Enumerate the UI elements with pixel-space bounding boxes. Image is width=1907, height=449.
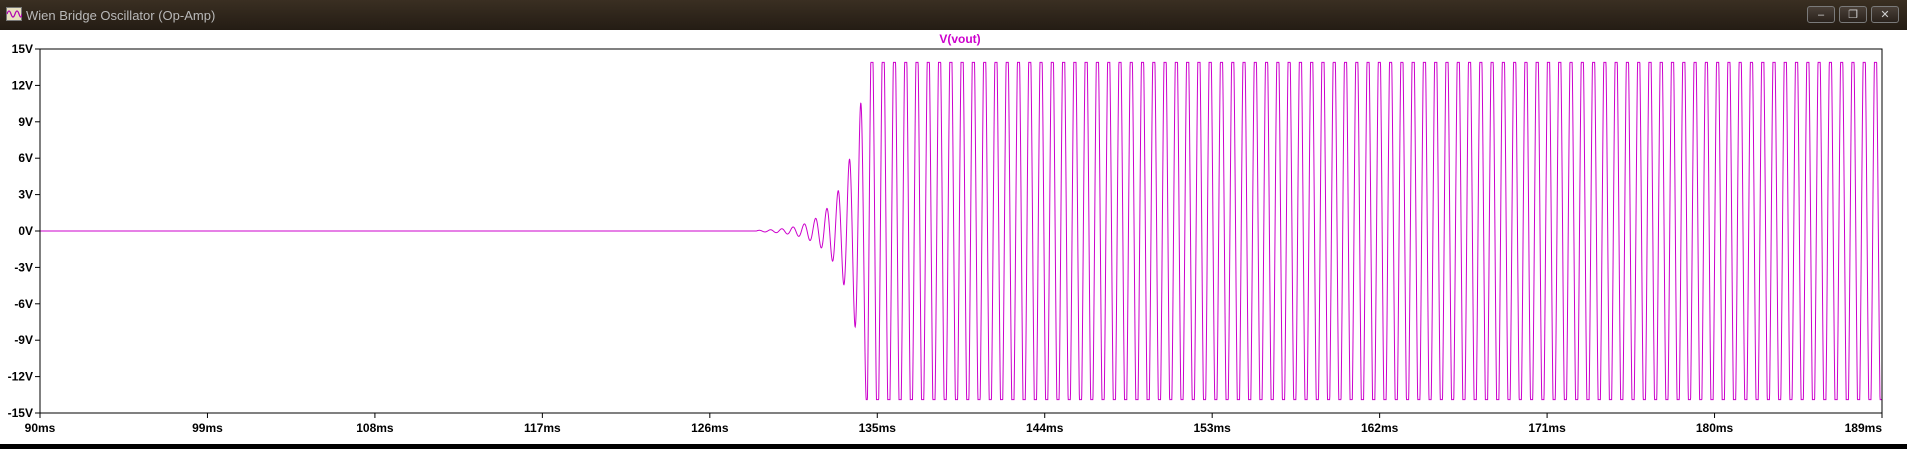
plot-pane[interactable]: V(vout) 15V 12V 9V 6V 3V 0V -3V -6V -9V -12V -15V 9… [0, 30, 1907, 444]
x-tick-label: 135ms [859, 421, 897, 435]
trace-legend-label[interactable]: V(vout) [939, 32, 980, 46]
x-tick-label: 126ms [691, 421, 729, 435]
series-line-vout[interactable] [40, 61, 1882, 401]
x-tick-label: 153ms [1193, 421, 1231, 435]
y-tick-label: -15V [8, 406, 33, 420]
x-tick-label: 117ms [524, 421, 561, 435]
x-tick-label: 171ms [1528, 421, 1566, 435]
y-tick-label: -12V [8, 370, 33, 384]
y-tick-label: 0V [18, 224, 33, 238]
x-tick-label: 90ms [25, 421, 56, 435]
x-tick-label: 189ms [1845, 421, 1883, 435]
y-tick-label: -3V [14, 260, 33, 274]
y-tick-label: 6V [18, 151, 33, 165]
y-tick-label: 9V [18, 115, 33, 129]
x-tick-label: 180ms [1696, 421, 1734, 435]
window-title: Wien Bridge Oscillator (Op-Amp) [26, 8, 216, 23]
waveform-chart[interactable]: V(vout) 15V12V9V6V3V0V-3V-6V-9V-12V-15V9… [0, 30, 1907, 444]
y-tick-label: -6V [14, 297, 33, 311]
y-tick-label: 12V [12, 78, 33, 92]
y-tick-label: 15V [12, 42, 33, 56]
y-tick-label: -9V [14, 333, 33, 347]
x-tick-label: 99ms [192, 421, 223, 435]
y-tick-label: 3V [18, 188, 33, 202]
minimize-button[interactable]: – [1807, 6, 1835, 23]
x-tick-label: 108ms [356, 421, 394, 435]
title-bar[interactable]: Wien Bridge Oscillator (Op-Amp) – ❐ ✕ [0, 0, 1907, 30]
close-button[interactable]: ✕ [1871, 6, 1899, 23]
restore-button[interactable]: ❐ [1839, 6, 1867, 23]
waveform-app-icon [6, 7, 22, 21]
trace-layer [40, 61, 1882, 401]
x-tick-label: 144ms [1026, 421, 1064, 435]
x-tick-label: 162ms [1361, 421, 1399, 435]
